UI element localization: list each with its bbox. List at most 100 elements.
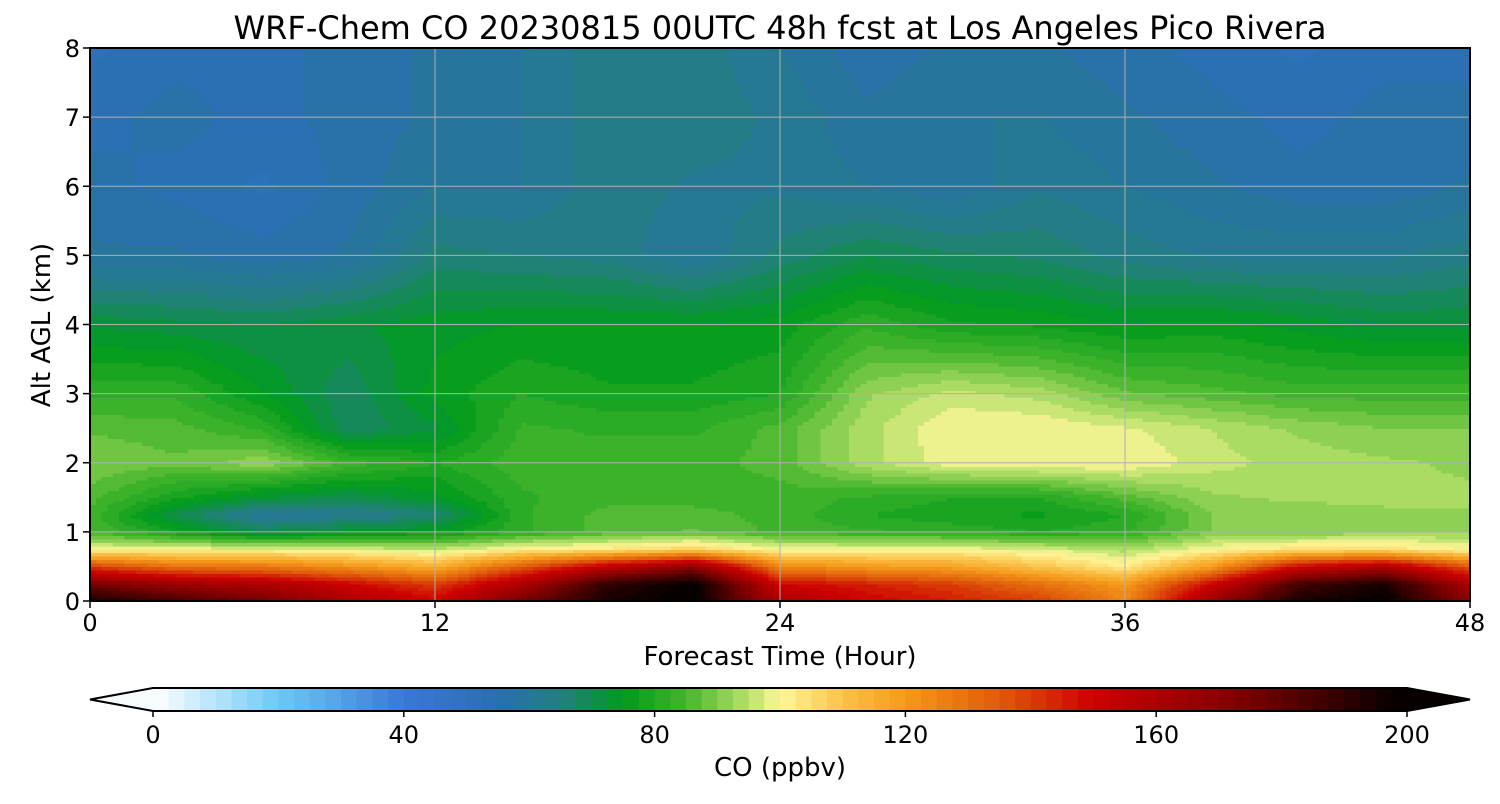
field-cell xyxy=(797,591,803,595)
field-cell xyxy=(234,573,240,577)
field-cell xyxy=(1188,584,1194,588)
field-cell xyxy=(958,584,964,588)
field-cell xyxy=(1154,573,1160,577)
field-cell xyxy=(314,591,320,595)
field-cell xyxy=(481,584,487,588)
field-cell xyxy=(452,577,458,581)
field-cell xyxy=(211,573,217,577)
field-cell xyxy=(1453,577,1459,581)
field-cell xyxy=(763,584,769,588)
field-cell xyxy=(625,594,631,598)
field-cell xyxy=(320,577,326,581)
field-cell xyxy=(728,594,734,598)
field-cell xyxy=(165,591,171,595)
field-cell xyxy=(843,577,849,581)
field-cell xyxy=(475,591,481,595)
field-cell xyxy=(533,591,539,595)
field-cell xyxy=(746,584,752,588)
field-cell xyxy=(441,584,447,588)
field-cell xyxy=(257,584,263,588)
field-cell xyxy=(1045,591,1051,595)
field-cell xyxy=(1142,584,1148,588)
field-cell xyxy=(280,584,286,588)
field-cell xyxy=(1286,584,1292,588)
field-cell xyxy=(935,594,941,598)
field-cell xyxy=(1183,594,1189,598)
field-cell xyxy=(1142,573,1148,577)
field-cell xyxy=(464,594,470,598)
field-cell xyxy=(199,594,205,598)
field-cell xyxy=(924,584,930,588)
field-cell xyxy=(1326,584,1332,588)
field-cell xyxy=(746,573,752,577)
field-cell xyxy=(274,577,280,581)
field-cell xyxy=(1177,577,1183,581)
field-cell xyxy=(665,591,671,595)
field-cell xyxy=(458,591,464,595)
field-cell xyxy=(843,573,849,577)
field-cell xyxy=(843,584,849,588)
field-cell xyxy=(550,573,556,577)
field-cell xyxy=(987,584,993,588)
field-cell xyxy=(1050,573,1056,577)
field-cell xyxy=(1010,584,1016,588)
field-cell xyxy=(498,591,504,595)
field-cell xyxy=(199,573,205,577)
field-cell xyxy=(475,573,481,577)
field-cell xyxy=(176,591,182,595)
field-cell xyxy=(682,594,688,598)
field-cell xyxy=(1447,591,1453,595)
field-cell xyxy=(1137,573,1143,577)
field-cell xyxy=(976,584,982,588)
field-cell xyxy=(866,591,872,595)
field-cell xyxy=(268,584,274,588)
field-cell xyxy=(332,594,338,598)
field-cell xyxy=(349,577,355,581)
field-cell xyxy=(792,573,798,577)
field-cell xyxy=(930,594,936,598)
field-cell xyxy=(481,594,487,598)
field-cell xyxy=(130,591,136,595)
field-cell xyxy=(562,584,568,588)
field-cell xyxy=(234,591,240,595)
field-cell xyxy=(705,584,711,588)
field-cell xyxy=(153,573,159,577)
field-cell xyxy=(1223,591,1229,595)
field-cell xyxy=(550,584,556,588)
field-cell xyxy=(326,577,332,581)
field-cell xyxy=(447,577,453,581)
field-cell xyxy=(855,577,861,581)
field-cell xyxy=(510,584,516,588)
field-cell xyxy=(654,591,660,595)
field-cell xyxy=(441,594,447,598)
field-cell xyxy=(740,591,746,595)
field-cell xyxy=(677,591,683,595)
field-cell xyxy=(1033,591,1039,595)
field-cell xyxy=(389,577,395,581)
field-cell xyxy=(734,573,740,577)
field-cell xyxy=(1027,573,1033,577)
field-cell xyxy=(521,584,527,588)
field-cell xyxy=(251,591,257,595)
field-cell xyxy=(1194,573,1200,577)
field-cell xyxy=(642,594,648,598)
field-cell xyxy=(895,594,901,598)
field-cell xyxy=(1275,594,1281,598)
field-cell xyxy=(1125,584,1131,588)
field-cell xyxy=(734,594,740,598)
field-cell xyxy=(889,591,895,595)
field-cell xyxy=(1102,591,1108,595)
field-cell xyxy=(1378,584,1384,588)
field-cell xyxy=(1142,591,1148,595)
field-cell xyxy=(567,594,573,598)
field-cell xyxy=(96,584,102,588)
field-cell xyxy=(464,591,470,595)
field-cell xyxy=(1315,584,1321,588)
field-cell xyxy=(539,577,545,581)
field-cell xyxy=(648,594,654,598)
field-cell xyxy=(286,591,292,595)
field-cell xyxy=(815,573,821,577)
field-cell xyxy=(1252,584,1258,588)
field-cell xyxy=(1257,594,1263,598)
field-cell xyxy=(1275,591,1281,595)
